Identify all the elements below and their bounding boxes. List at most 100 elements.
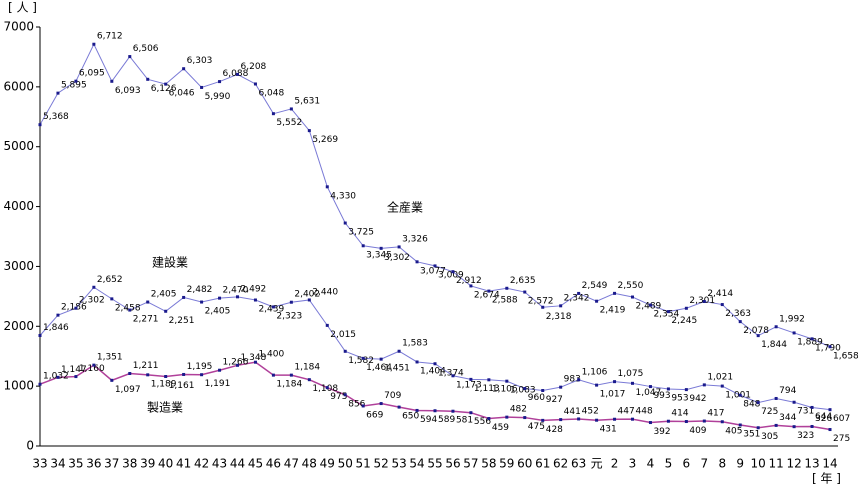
point [74,375,78,379]
y-tick-label: 2000 [3,319,34,333]
data-label: 2,470 [223,286,249,296]
point [613,380,617,384]
y-tick-label: 3000 [3,259,34,273]
data-label: 1,844 [761,340,787,350]
x-tick-label: 46 [266,457,281,471]
point [595,418,599,422]
point [631,417,634,421]
point [397,349,401,353]
point [792,425,796,429]
data-label: 2,635 [510,276,536,286]
x-tick-label: 47 [284,457,299,471]
data-label: 1,106 [492,384,518,394]
point [200,85,204,89]
point [738,393,742,397]
y-axis-label: [ 人 ] [8,1,37,15]
point [720,384,724,388]
data-label: 1,106 [582,367,608,377]
data-label: 589 [438,415,455,425]
point [146,77,150,81]
point [110,378,114,382]
data-label: 1,348 [241,353,267,363]
point [684,388,688,392]
data-label: 993 [653,391,670,401]
y-tick-label: 0 [26,439,34,453]
point [128,55,132,59]
point [325,185,329,189]
point [738,320,742,324]
x-tick-label: 50 [338,457,353,471]
point [92,285,96,289]
data-label: 6,506 [133,44,159,54]
data-label: 5,990 [205,92,231,102]
point [756,401,760,405]
y-tick-label: 6000 [3,79,34,93]
data-label: 1,992 [779,314,805,324]
data-label: 1,097 [115,385,141,395]
y-tick-label: 4000 [3,199,34,213]
data-label: 2,301 [689,296,715,306]
data-label: 5,895 [61,81,87,91]
data-label: 1,075 [618,369,644,379]
data-label: 2,318 [546,312,572,322]
series-label: 全産業 [387,200,423,215]
data-label: 1,021 [707,372,733,382]
point [433,362,437,366]
data-label: 6,046 [169,89,195,99]
point [469,411,473,415]
data-label: 1,583 [402,339,428,349]
data-label: 2,550 [618,281,644,291]
x-tick-label: 39 [140,457,155,471]
point [146,300,150,304]
point [577,291,581,295]
x-tick-label: 63 [571,457,586,471]
point [684,420,688,424]
point [38,334,42,338]
point [810,337,814,341]
point [307,298,311,302]
data-label: 1,374 [438,368,464,378]
data-label: 326 [815,414,832,424]
point [38,123,42,127]
point [595,383,599,387]
x-tick-label: 51 [356,457,371,471]
point [451,409,455,413]
data-label: 725 [761,407,778,417]
x-tick-label: 45 [248,457,263,471]
x-tick-label: 2 [611,457,619,471]
x-tick-label: 36 [86,457,101,471]
point [702,300,706,304]
data-label: 1,195 [187,362,213,372]
data-label: 323 [797,431,814,441]
point [792,400,796,404]
point [648,421,652,425]
data-label: 2,414 [707,289,733,299]
data-label: 848 [743,400,760,410]
data-label: 2,482 [187,285,213,295]
data-label: 975 [330,392,347,402]
point [720,303,724,307]
point [828,408,832,412]
x-tick-label: 57 [463,457,478,471]
point [361,404,365,408]
data-label: 414 [671,409,688,419]
x-tick-label: 49 [320,457,335,471]
point [666,310,670,314]
data-label: 1,189 [151,379,177,389]
point [756,426,760,430]
point [343,349,347,353]
data-label: 1,108 [312,384,338,394]
data-label: 3,077 [420,266,446,276]
x-tick-label: 43 [212,457,227,471]
data-label: 2,419 [600,306,626,316]
data-label: 2,015 [330,330,356,340]
data-label: 1,184 [294,363,320,373]
point [253,298,257,302]
data-label: 5,368 [43,112,69,122]
x-tick-label: 8 [718,457,726,471]
data-label: 1,001 [725,391,751,401]
point [541,389,545,393]
point [613,417,617,421]
point [182,372,186,376]
point [487,378,491,382]
